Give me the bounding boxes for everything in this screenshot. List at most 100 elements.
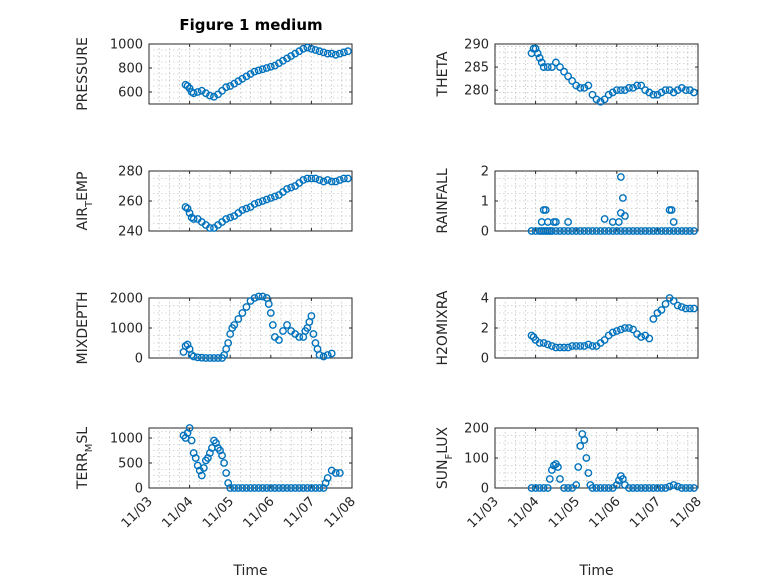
data-point — [685, 86, 694, 95]
data-point — [268, 321, 277, 329]
data-point — [600, 336, 609, 344]
data-point — [690, 227, 698, 235]
data-point — [572, 227, 581, 235]
data-point — [537, 58, 546, 67]
data-point — [625, 83, 633, 92]
data-point — [568, 227, 577, 235]
data-point — [552, 227, 560, 235]
y-tick-label: 0 — [481, 352, 489, 367]
data-point — [344, 174, 352, 183]
panel-theta: 280 285 290 THETA — [435, 38, 699, 106]
data-point — [629, 227, 637, 235]
data-point — [319, 177, 328, 186]
data-point — [673, 86, 682, 95]
data-point — [279, 327, 287, 335]
data-point — [266, 62, 275, 71]
data-point — [625, 227, 633, 235]
data-point — [685, 227, 694, 235]
y-tick-label: 280 — [118, 165, 143, 180]
data-point — [307, 484, 316, 492]
y-axis-label: TERRMSL — [75, 427, 95, 490]
data-point — [543, 484, 552, 492]
data-point — [673, 482, 682, 491]
panel-terr-msl: 11/03 11/04 11/05 11/06 11/07 11/08 0 500 1000 TE… — [75, 424, 359, 579]
y-tick-label: 1 — [481, 195, 489, 210]
data-point — [197, 86, 206, 95]
data-point — [669, 481, 678, 489]
y-label-part: LUX — [435, 426, 451, 453]
series-air-temp — [181, 174, 352, 232]
x-tick-label: 11/05 — [546, 494, 583, 531]
series-mixdepth — [179, 292, 336, 362]
y-tick-label: 1000 — [110, 432, 143, 447]
data-point — [238, 309, 247, 317]
data-point — [270, 61, 279, 70]
data-point — [283, 185, 291, 193]
data-point — [242, 72, 251, 81]
data-point — [552, 343, 560, 352]
data-point — [319, 48, 328, 57]
grid — [495, 428, 698, 488]
data-point — [641, 227, 650, 235]
y-tick-label: 280 — [464, 84, 489, 99]
data-point — [201, 354, 210, 362]
data-point — [584, 227, 593, 235]
data-point — [323, 176, 332, 184]
data-point — [264, 300, 273, 308]
data-point — [291, 49, 300, 58]
data-point — [531, 484, 540, 492]
data-point — [649, 315, 658, 323]
data-point — [242, 204, 251, 213]
data-point — [596, 227, 605, 235]
data-point — [527, 227, 536, 235]
data-point — [588, 342, 597, 350]
y-axis-label: AIRTEMP — [75, 172, 95, 231]
x-tick-label: 11/04 — [159, 494, 196, 531]
data-point — [576, 83, 585, 92]
y-tick-label: 0 — [481, 482, 489, 497]
data-point — [323, 49, 332, 58]
data-point — [560, 343, 568, 352]
data-point — [572, 342, 581, 350]
data-point — [307, 44, 316, 53]
data-point — [547, 227, 556, 235]
y-label-part: TERR — [75, 452, 91, 490]
y-tick-label: 100 — [464, 452, 489, 467]
x-tick-label: 11/07 — [627, 494, 664, 531]
data-point — [564, 227, 572, 235]
data-point — [315, 484, 324, 492]
y-tick-label: 2 — [481, 322, 489, 337]
data-point — [604, 90, 613, 99]
y-tick-label: 600 — [118, 86, 143, 101]
data-point — [629, 325, 637, 334]
data-point — [303, 174, 312, 183]
data-point — [556, 227, 564, 235]
y-axis-label: PRESSURE — [75, 37, 91, 111]
x-axis-label: Time — [578, 563, 613, 579]
data-point — [331, 177, 340, 186]
data-point — [311, 174, 320, 183]
grid — [495, 298, 698, 358]
data-point — [287, 183, 295, 192]
data-point — [604, 484, 613, 492]
y-axis-label: H2OMIXRA — [435, 290, 451, 365]
data-point — [653, 484, 662, 492]
data-point — [275, 336, 283, 344]
data-point — [621, 324, 629, 332]
data-point — [574, 463, 583, 471]
data-point — [614, 476, 623, 485]
data-point — [612, 227, 621, 235]
data-point — [327, 177, 336, 186]
data-point — [238, 484, 247, 492]
panel-pressure: 600 800 1000 PRESSURE — [75, 37, 353, 111]
data-point — [588, 90, 597, 99]
series-terr-msl — [179, 424, 344, 492]
data-point — [556, 475, 564, 483]
data-point — [600, 215, 609, 223]
data-point — [197, 353, 206, 362]
data-point — [677, 83, 686, 92]
data-point — [315, 176, 324, 184]
data-point — [226, 484, 235, 492]
data-point — [291, 484, 300, 492]
data-point — [238, 206, 247, 214]
